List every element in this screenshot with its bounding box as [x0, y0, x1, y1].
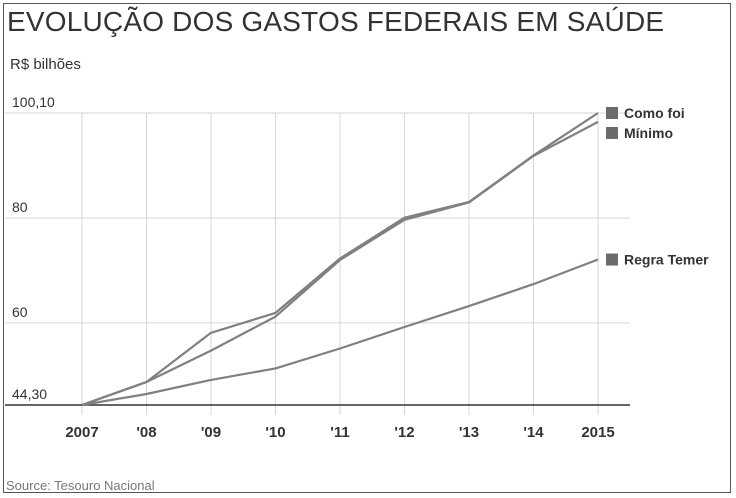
source-note: Source: Tesouro Nacional [6, 478, 155, 493]
legend-swatch [606, 107, 618, 119]
x-tick-label: '10 [265, 424, 285, 441]
chart-title: EVOLUÇÃO DOS GASTOS FEDERAIS EM SAÚDE [7, 6, 665, 37]
legend-swatch [606, 127, 618, 139]
y-unit-label: R$ bilhões [10, 56, 81, 73]
x-tick-labels: 2007 '08 '09 '10 '11 '12 '13 '14 2015 [65, 424, 614, 441]
y-tick-label: 80 [12, 199, 28, 215]
legend-label: Mínimo [624, 125, 673, 141]
grid-lines [5, 112, 630, 415]
series-line-2 [81, 258, 599, 407]
x-tick-label: '11 [330, 424, 349, 441]
y-tick-label: 60 [12, 304, 28, 320]
chart-frame [3, 3, 731, 493]
y-tick-label: 44,30 [12, 386, 47, 402]
series-line-1 [81, 120, 599, 407]
x-tick-label: '08 [136, 424, 156, 441]
x-tick-label: '14 [523, 424, 544, 441]
x-tick-label: 2007 [65, 424, 98, 441]
legend-label: Regra Temer [624, 252, 709, 268]
legend-swatch [606, 253, 618, 266]
x-tick-label: '12 [394, 424, 414, 441]
x-tick-label: '09 [201, 424, 221, 441]
series-legend: Como foi Mínimo Regra Temer [606, 105, 709, 268]
y-tick-labels: 44,30 60 80 100,10 [12, 94, 55, 402]
series-lines [81, 112, 599, 407]
x-tick-label: '13 [459, 424, 479, 441]
y-tick-label: 100,10 [12, 94, 55, 110]
x-tick-label: 2015 [581, 424, 614, 441]
legend-label: Como foi [624, 105, 685, 121]
